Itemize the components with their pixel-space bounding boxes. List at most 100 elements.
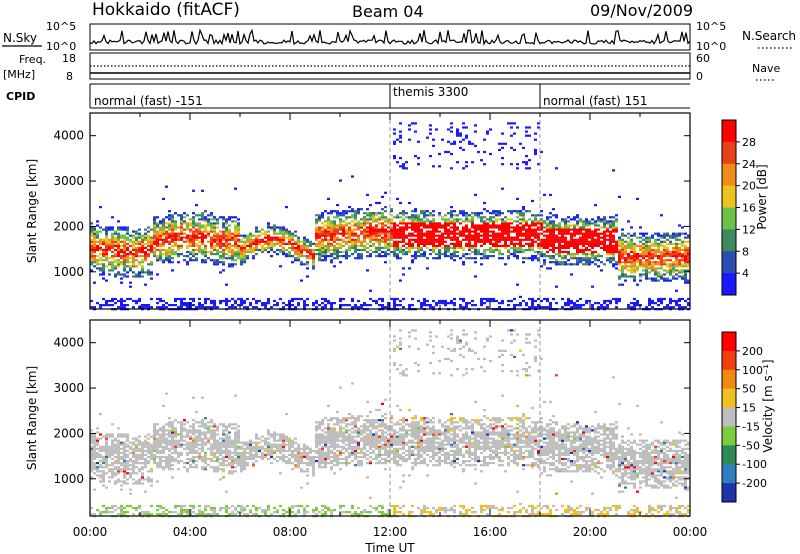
velocity-cell-572: [177, 455, 180, 459]
power-cell-1114: [273, 304, 276, 307]
power-cell-2764: [525, 222, 528, 225]
power-cell-326: [138, 240, 141, 243]
velocity-cell-537: [171, 439, 174, 442]
velocity-cell-140: [111, 464, 114, 467]
power-cell-3777: [678, 299, 681, 303]
power-cell-3005: [558, 224, 561, 227]
power-cell-3734: [672, 277, 675, 280]
power-cell-150: [111, 232, 114, 235]
velocity-cell-498: [165, 429, 168, 432]
power-cell-3354: [612, 226, 615, 229]
power-cell-3226: [591, 218, 594, 221]
velocity-cell-861: [222, 449, 225, 452]
power-cell-805: [213, 240, 216, 243]
power-cell-728: [201, 232, 204, 235]
velocity-cell-484: [165, 509, 168, 512]
power-cell-21: [90, 222, 93, 225]
power-cell-1858: [396, 216, 399, 219]
power-cell-2092: [429, 224, 432, 227]
power-cell-716: [201, 306, 204, 309]
power-cell-176: [117, 271, 120, 274]
velocity-cell-261: [126, 435, 129, 438]
power-cell-3474: [630, 226, 633, 229]
power-cell-848: [219, 234, 222, 237]
power-cell-1375: [324, 228, 327, 231]
power-cell-1426: [333, 257, 336, 260]
power-cell-2131: [435, 246, 438, 249]
power-cell-2602: [501, 163, 504, 166]
velocity-cell-520: [168, 425, 171, 428]
power-cell-2911: [546, 242, 549, 245]
power-cell-1447: [336, 253, 339, 256]
power-cell-3347: [612, 244, 615, 247]
power-cell-3247: [597, 302, 600, 305]
power-cell-1269: [306, 246, 309, 249]
power-cell-2557: [495, 218, 498, 221]
velocity-cell-706: [198, 447, 201, 450]
power-cell-3754: [675, 289, 678, 292]
power-cell-1981: [414, 228, 417, 231]
power-cell-643: [189, 250, 192, 254]
power-cell-1690: [372, 212, 375, 215]
power-cell-1859: [396, 214, 399, 217]
power-cell-2606: [501, 132, 504, 135]
power-cell-550: [174, 297, 177, 301]
power-cell-2865: [540, 299, 543, 303]
power-cell-2166: [441, 253, 444, 256]
power-cell-63: [99, 267, 102, 270]
velocity-cell-712: [198, 431, 201, 434]
power-cell-3306: [606, 246, 609, 249]
power-cell-1121: [273, 232, 276, 235]
power-cell-3816: [684, 299, 687, 303]
velocity-cell-507: [168, 460, 171, 463]
power-cell-1409: [330, 248, 333, 252]
velocity-cell-587: [180, 460, 183, 463]
power-cell-111: [105, 234, 108, 237]
velocity-cell-189: [117, 445, 120, 448]
power-cell-2038: [420, 210, 423, 213]
power-cell-2970: [552, 208, 555, 211]
power-cell-2301: [459, 230, 462, 233]
power-cell-2135: [435, 234, 438, 237]
power-cell-2883: [540, 210, 543, 213]
power-cell-1604: [360, 244, 363, 247]
velocity-cell-379: [147, 447, 150, 450]
velocity-cell-404: [153, 455, 156, 459]
power-cell-1616: [363, 302, 366, 305]
velocity-cell-639: [189, 504, 192, 508]
power-cell-3388: [618, 257, 621, 260]
power-cell-2673: [513, 242, 516, 245]
power-cell-3786: [678, 255, 681, 258]
power-cell-3799: [681, 277, 684, 280]
velocity-cell-613: [183, 427, 186, 430]
power-cell-1790: [387, 226, 390, 229]
power-cell-760: [207, 306, 210, 309]
power-cell-1946: [408, 138, 411, 141]
velocity-cell-138: [111, 470, 114, 473]
power-cell-1739: [381, 240, 384, 243]
power-cell-3021: [561, 230, 564, 233]
power-cell-1417: [330, 228, 333, 231]
power-cell-1547: [351, 234, 354, 237]
velocity-cell-510: [168, 453, 171, 456]
power-cell-685: [195, 248, 198, 252]
power-cell-2303: [459, 218, 462, 221]
power-cell-2261: [453, 230, 456, 233]
velocity-cell-268: [129, 472, 132, 475]
power-cell-2366: [468, 242, 471, 245]
power-cell-1569: [354, 232, 357, 235]
velocity-cell-503: [168, 468, 171, 471]
power-cell-3832: [684, 248, 687, 252]
power-cell-298: [135, 275, 138, 278]
power-cell-3516: [639, 279, 642, 282]
power-cell-29: [93, 255, 96, 258]
velocity-cell-486: [165, 464, 168, 467]
power-cell-1562: [354, 248, 357, 252]
power-cell-3072: [570, 273, 573, 276]
power-cell-2822: [534, 257, 537, 260]
velocity-cell-124: [108, 453, 111, 456]
power-cell-3634: [657, 299, 660, 303]
power-cell-3396: [618, 238, 621, 241]
velocity-cell-182: [117, 460, 120, 463]
power-cell-1038: [252, 246, 255, 249]
